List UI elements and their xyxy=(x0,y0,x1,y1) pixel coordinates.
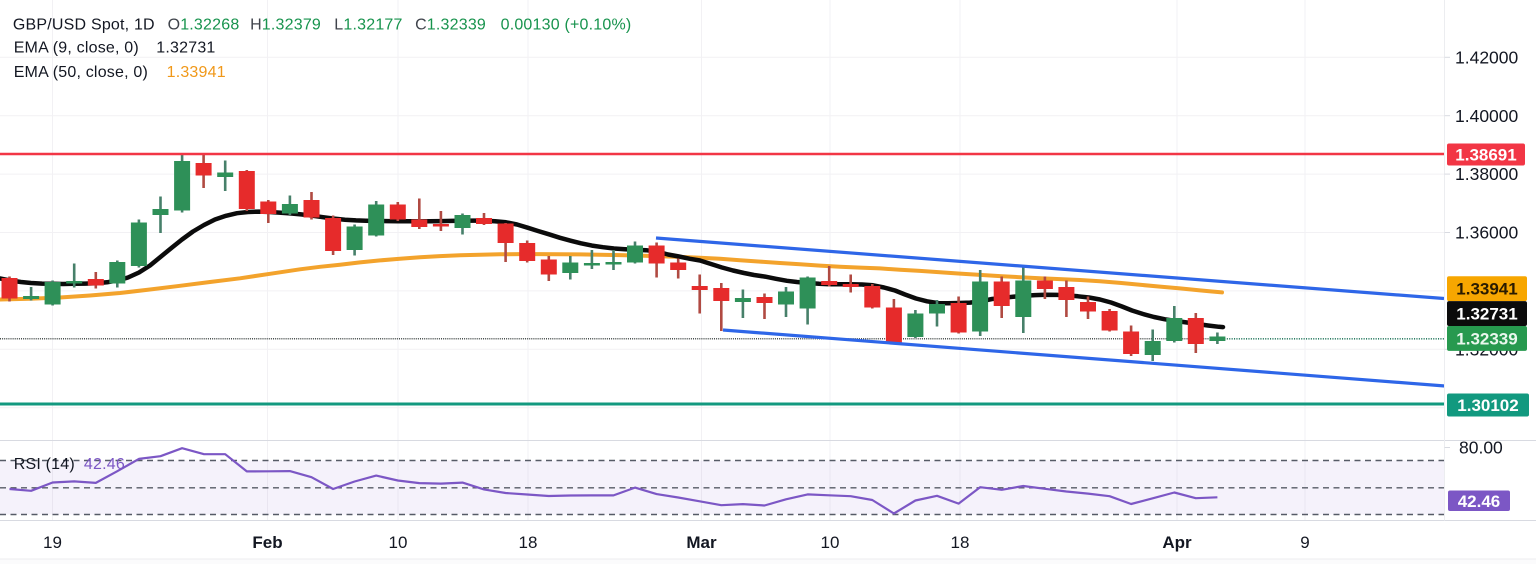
svg-text:O: O xyxy=(168,17,181,34)
svg-text:Apr: Apr xyxy=(1162,533,1192,552)
svg-text:0.00130 (+0.10%): 0.00130 (+0.10%) xyxy=(501,17,632,34)
svg-text:GBP/USD Spot, 1D: GBP/USD Spot, 1D xyxy=(13,17,155,34)
svg-text:EMA (50, close, 0): EMA (50, close, 0) xyxy=(14,64,148,81)
svg-text:9: 9 xyxy=(1300,533,1309,552)
svg-text:H: H xyxy=(250,17,262,34)
svg-text:1.30102: 1.30102 xyxy=(1457,396,1518,415)
svg-text:1.32268: 1.32268 xyxy=(180,17,239,34)
svg-text:C: C xyxy=(415,17,427,34)
svg-text:1.32731: 1.32731 xyxy=(1456,305,1517,324)
svg-text:18: 18 xyxy=(519,533,538,552)
svg-text:L: L xyxy=(334,17,343,34)
svg-text:1.33941: 1.33941 xyxy=(1456,280,1517,299)
svg-text:Feb: Feb xyxy=(252,533,282,552)
svg-text:1.32177: 1.32177 xyxy=(343,17,402,34)
svg-text:42.46: 42.46 xyxy=(84,456,125,473)
svg-text:Mar: Mar xyxy=(686,533,717,552)
svg-text:19: 19 xyxy=(43,533,62,552)
svg-text:1.32379: 1.32379 xyxy=(262,17,321,34)
svg-text:1.32339: 1.32339 xyxy=(1456,329,1517,348)
svg-text:10: 10 xyxy=(389,533,408,552)
svg-text:1.38000: 1.38000 xyxy=(1455,164,1519,184)
svg-text:1.36000: 1.36000 xyxy=(1455,223,1519,243)
svg-text:42.46: 42.46 xyxy=(1458,492,1501,511)
svg-text:1.38691: 1.38691 xyxy=(1455,146,1516,165)
svg-text:18: 18 xyxy=(951,533,970,552)
svg-text:80.00: 80.00 xyxy=(1459,438,1503,458)
svg-text:1.33941: 1.33941 xyxy=(167,64,226,81)
svg-text:1.32731: 1.32731 xyxy=(156,40,215,57)
svg-text:10: 10 xyxy=(821,533,840,552)
svg-text:RSI (14): RSI (14) xyxy=(14,456,75,473)
svg-text:1.32339: 1.32339 xyxy=(427,17,486,34)
svg-text:EMA (9, close, 0): EMA (9, close, 0) xyxy=(14,40,139,57)
svg-text:1.40000: 1.40000 xyxy=(1455,106,1519,126)
svg-text:1.42000: 1.42000 xyxy=(1455,47,1519,67)
